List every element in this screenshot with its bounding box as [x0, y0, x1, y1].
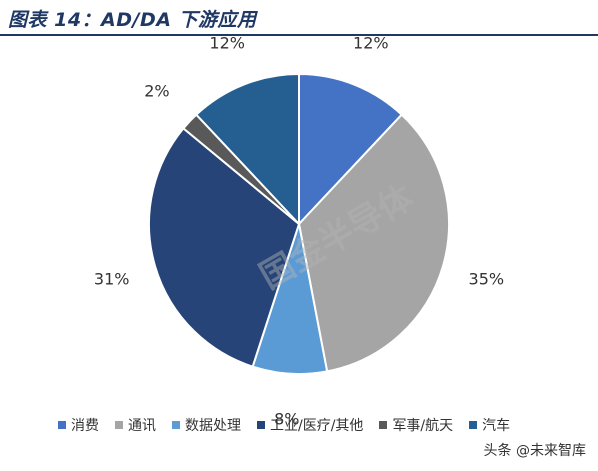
title-bar: 图表 14：AD/DA 下游应用 — [0, 0, 598, 34]
legend-swatch — [58, 421, 66, 429]
title-divider — [0, 34, 598, 36]
legend-label: 工业/医疗/其他 — [270, 418, 364, 434]
legend-item: 工业/医疗/其他 — [257, 415, 363, 435]
slice-data-label: 35% — [469, 269, 505, 288]
legend-label: 数据处理 — [185, 418, 241, 434]
legend-swatch — [172, 421, 180, 429]
legend-swatch — [257, 421, 265, 429]
legend-item: 通讯 — [115, 415, 156, 435]
source-watermark: 头条 @未来智库 — [479, 439, 590, 461]
legend-label: 消费 — [71, 418, 99, 434]
legend-item: 数据处理 — [172, 415, 241, 435]
slice-data-label: 31% — [94, 269, 130, 288]
chart-title: 图表 14：AD/DA 下游应用 — [8, 9, 257, 31]
pie-slice — [297, 113, 450, 373]
slice-data-label: 12% — [353, 36, 389, 53]
legend-label: 军事/航天 — [392, 418, 454, 434]
pie-slice — [194, 72, 300, 227]
legend-item: 消费 — [58, 415, 99, 435]
slice-data-label: 8% — [274, 410, 299, 429]
slice-data-label: 2% — [144, 82, 169, 101]
legend-item: 军事/航天 — [379, 415, 453, 435]
legend-label: 汽车 — [482, 418, 511, 434]
slice-data-label: 12% — [209, 36, 245, 53]
pie-slice — [148, 126, 301, 368]
legend-swatch — [115, 421, 123, 429]
pie-slice — [298, 72, 404, 227]
legend-item: 汽车 — [469, 415, 510, 435]
legend-label: 通讯 — [128, 418, 156, 434]
pie-chart: 12% 35% 8% 31% 2% 12% — [94, 36, 505, 429]
legend-swatch — [379, 421, 388, 429]
chart-legend: 消费 通讯 数据处理 工业/医疗/其他 军事/航天 汽车 — [58, 414, 510, 436]
legend-swatch — [469, 421, 478, 429]
